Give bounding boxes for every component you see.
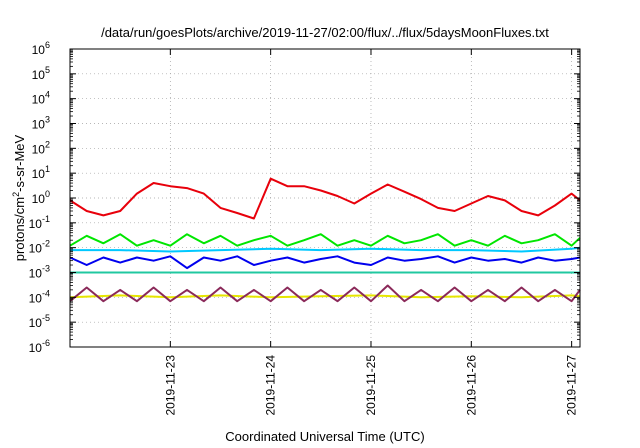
series-line-1	[69, 177, 581, 220]
x-tick-label: 2019-11-25	[364, 355, 378, 416]
y-tick-label: 100	[32, 189, 50, 206]
series-line-3	[70, 246, 581, 253]
y-axis: 10-6 10-5 10-4 10-3 10-2 10-1 100 101 102 103 104 1…	[29, 40, 580, 355]
y-tick-label: 10-1	[29, 214, 50, 231]
x-tick-label: 2019-11-24	[264, 355, 278, 416]
series-line-4	[69, 255, 581, 270]
y-tick-label: 10-3	[29, 264, 50, 281]
series-lines	[69, 177, 581, 303]
y-tick-label: 103	[32, 115, 50, 132]
grid-lines	[70, 49, 580, 347]
x-tick-label: 2019-11-26	[464, 355, 478, 416]
series-line-2	[69, 233, 581, 247]
y-tick-label: 106	[32, 40, 50, 57]
y-tick-label: 10-2	[29, 239, 50, 256]
y-tick-label: 10-4	[29, 288, 50, 305]
y-tick-label: 102	[32, 139, 50, 156]
series-line-7	[69, 284, 581, 303]
x-axis: 2019-11-23 2019-11-24 2019-11-25 2019-11-26…	[163, 49, 579, 416]
y-tick-label: 10-5	[29, 313, 50, 330]
chart-title: /data/run/goesPlots/archive/2019-11-27/0…	[101, 25, 549, 40]
series-line-6	[69, 294, 581, 299]
y-tick-label: 10-6	[29, 338, 50, 355]
y-tick-label: 105	[32, 65, 50, 82]
y-tick-label: 104	[32, 90, 50, 107]
y-axis-label: protons/cm2-s-sr-MeV	[11, 134, 27, 261]
x-axis-label: Coordinated Universal Time (UTC)	[225, 429, 424, 444]
y-tick-label: 101	[32, 164, 50, 181]
x-tick-label: 2019-11-27	[565, 355, 579, 416]
x-tick-label: 2019-11-23	[163, 355, 177, 416]
